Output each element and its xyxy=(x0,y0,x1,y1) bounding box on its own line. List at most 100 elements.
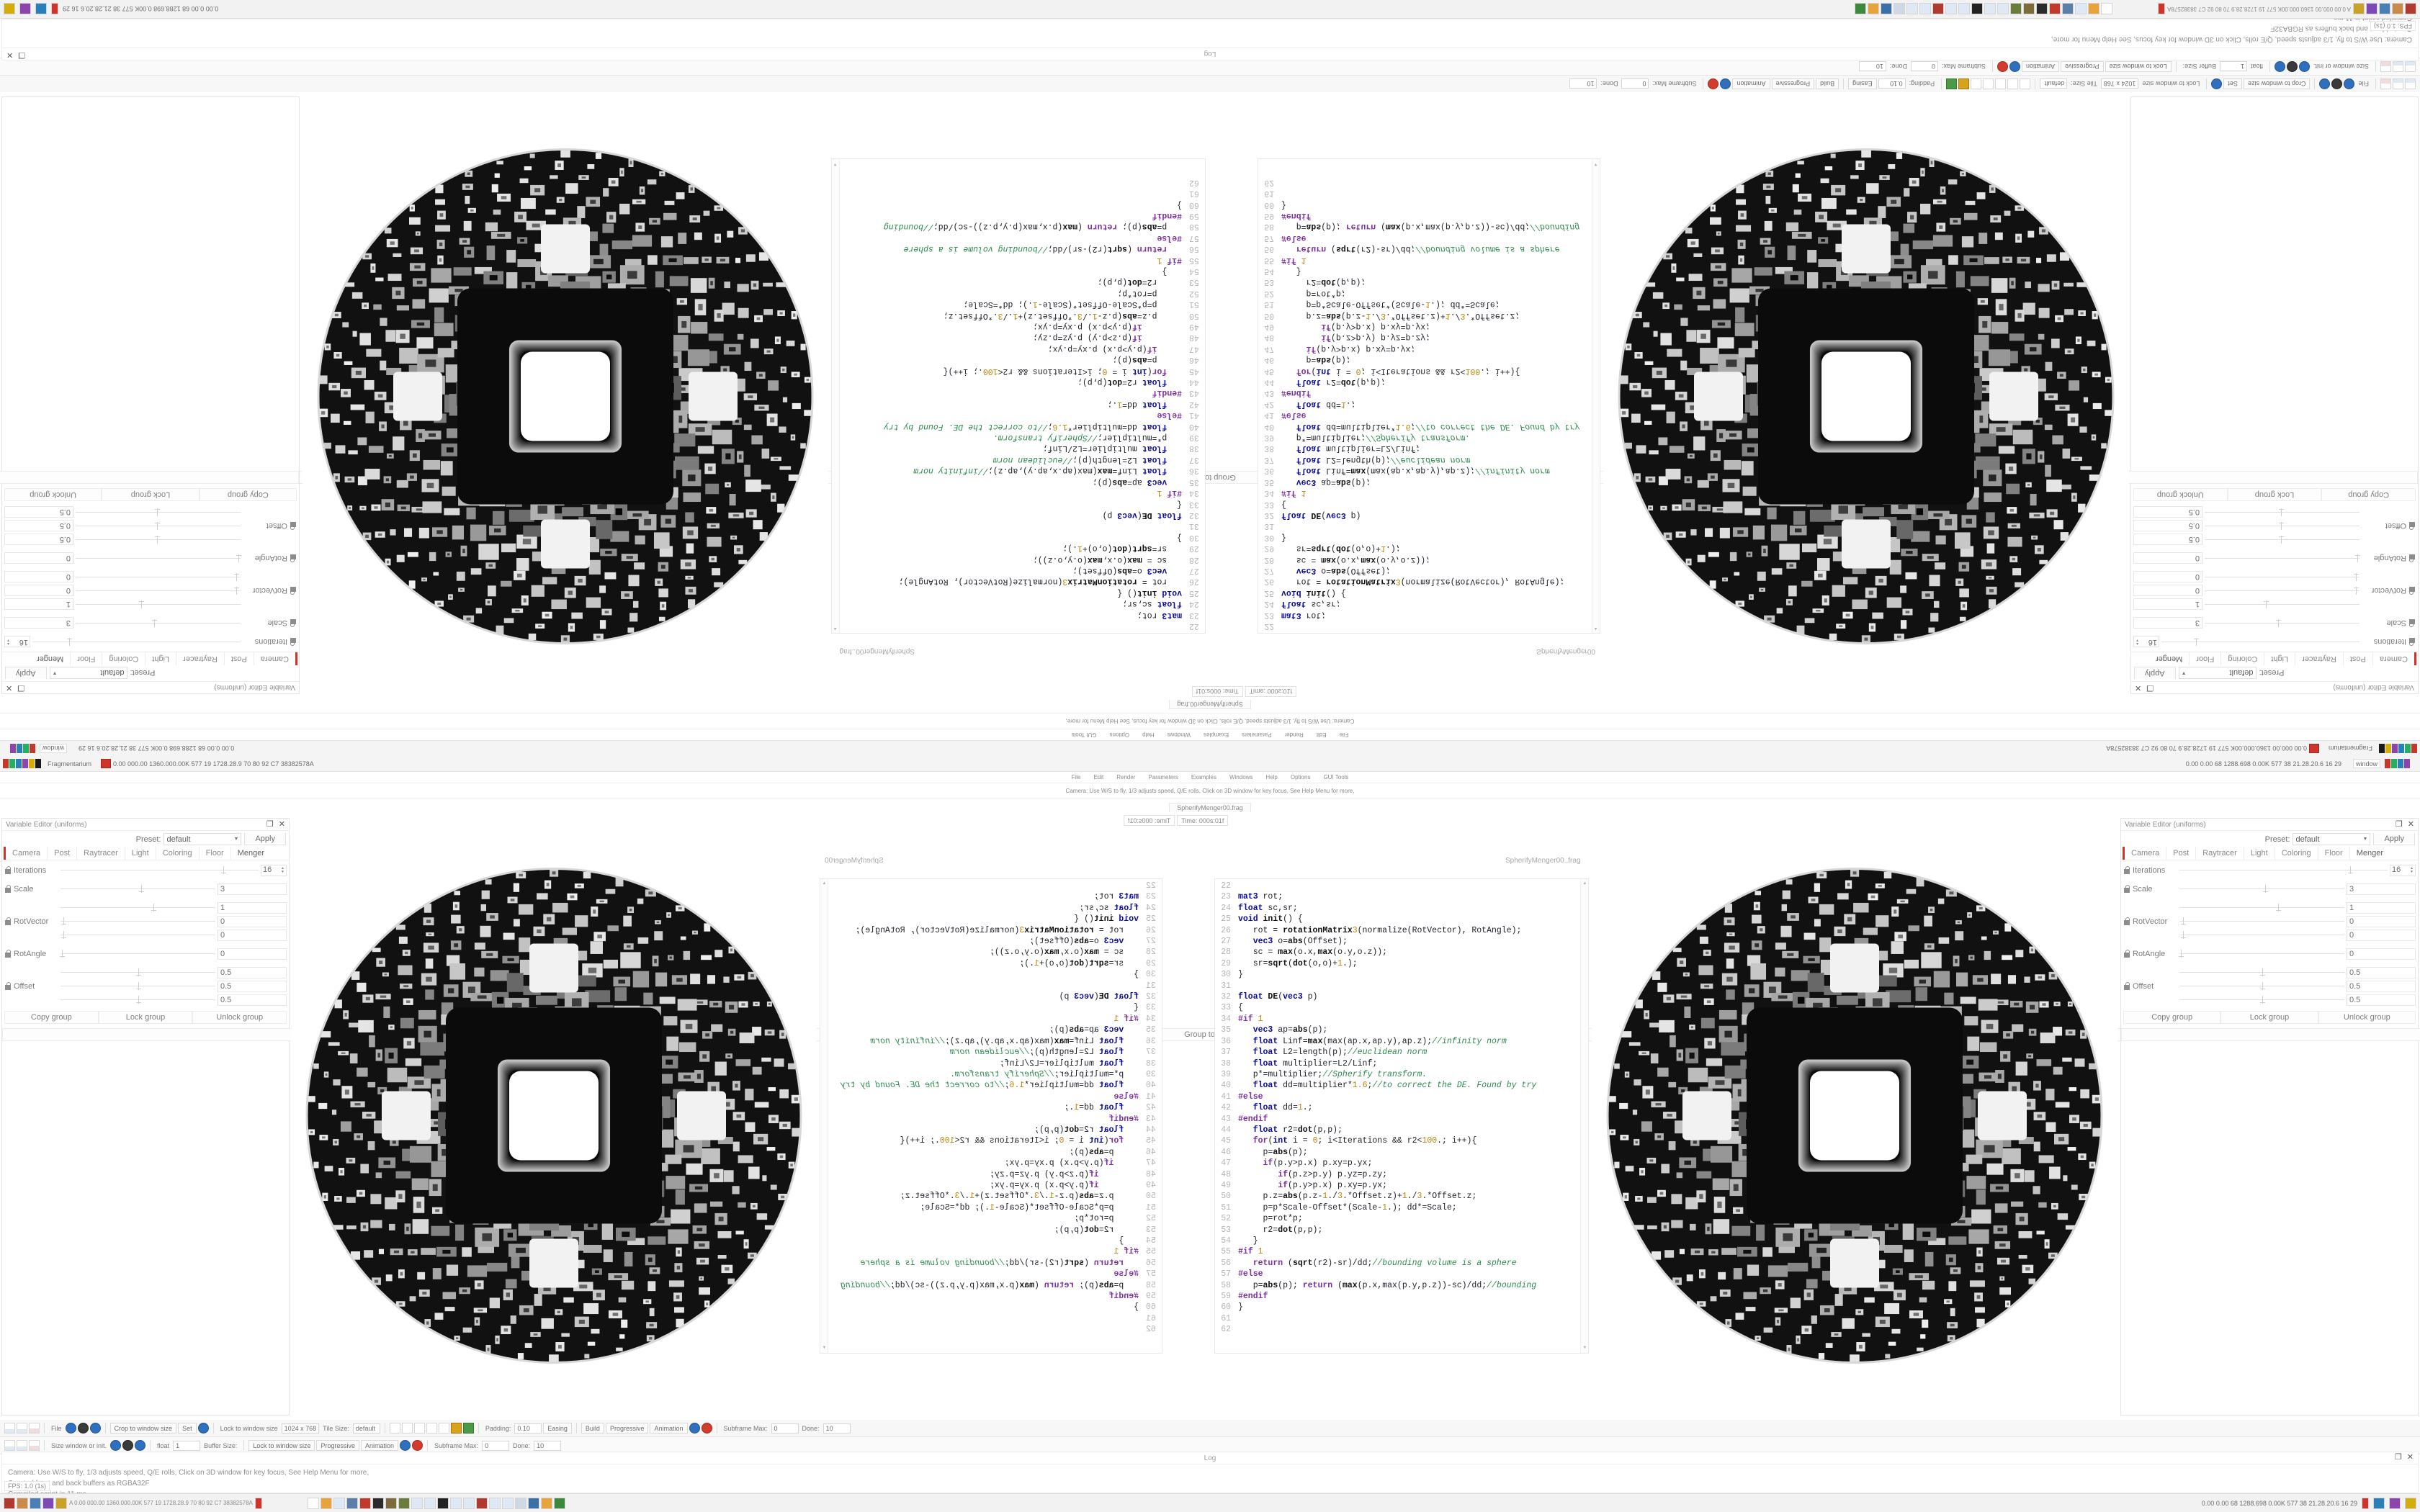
light-icon[interactable] xyxy=(450,1423,462,1434)
lock-icon[interactable] xyxy=(290,638,297,646)
restore-icon[interactable]: ❐ xyxy=(2395,819,2403,829)
lock-icon[interactable] xyxy=(4,982,12,990)
build-icon[interactable] xyxy=(2344,78,2355,89)
tray-icon-15[interactable] xyxy=(488,1497,501,1509)
lock-icon[interactable] xyxy=(2408,554,2416,562)
code-tab-label-left[interactable]: SpherifyMenger00 xyxy=(825,857,884,865)
buffer-size-field[interactable]: 1 xyxy=(2219,61,2247,72)
tab-raytracer[interactable]: Raytracer xyxy=(176,652,224,665)
lock-icon[interactable] xyxy=(2123,917,2130,925)
tab-coloring[interactable]: Coloring xyxy=(2220,652,2264,665)
animation-button[interactable]: Animation xyxy=(2021,61,2059,72)
lock-to-window-size-button[interactable]: Lock to window size xyxy=(248,1440,315,1451)
tray-icon-11[interactable] xyxy=(436,1497,449,1509)
tab-light[interactable]: Light xyxy=(125,847,156,860)
group-to-preset-button[interactable]: Group to Preset xyxy=(0,471,299,484)
spinner-arrows-icon[interactable]: ▲ ▼ xyxy=(2136,638,2139,647)
fit-icon[interactable] xyxy=(1983,78,1994,89)
copy-group-button[interactable]: Copy group xyxy=(199,488,297,501)
set-button[interactable]: Set xyxy=(2223,78,2242,89)
app-icon-5[interactable] xyxy=(55,1497,67,1509)
scroll-up-icon[interactable]: ▲ xyxy=(833,626,838,631)
menu-item-4[interactable]: Examples xyxy=(1191,774,1216,780)
unlock-group-button[interactable]: Unlock group xyxy=(2318,1011,2416,1024)
param-spin-iterations[interactable]: 16 ▲ ▼ xyxy=(2133,636,2159,648)
tray-icon-9[interactable] xyxy=(1997,3,2009,15)
param-slider-rotvector-y[interactable] xyxy=(76,586,241,596)
tab-camera[interactable]: Camera xyxy=(2372,652,2414,665)
spinner-arrows-icon[interactable]: ▲ ▼ xyxy=(2410,865,2414,874)
lock-icon[interactable] xyxy=(2408,619,2416,627)
tray-net-icon[interactable] xyxy=(2373,1497,2385,1509)
lock-icon[interactable] xyxy=(290,619,297,627)
save-file-icon[interactable] xyxy=(2380,78,2391,89)
tray-icon-10[interactable] xyxy=(424,1497,436,1509)
tray-icon-13[interactable] xyxy=(1945,3,1958,15)
tray-icon-4[interactable] xyxy=(346,1497,358,1509)
param-slider-offset-z[interactable] xyxy=(2205,508,2360,518)
tray-icon-12[interactable] xyxy=(449,1497,462,1509)
tray-icon-20[interactable] xyxy=(1855,3,1867,15)
render-stop-icon[interactable] xyxy=(1996,61,2008,72)
param-slider-offset-y[interactable] xyxy=(60,981,215,991)
tray-icon-14[interactable] xyxy=(1932,3,1945,15)
new-file-icon[interactable] xyxy=(4,1440,15,1451)
code-scrollbar-left[interactable]: ▲ ▼ xyxy=(820,879,828,1353)
tray-icon-1[interactable] xyxy=(307,1497,319,1509)
tab-raytracer[interactable]: Raytracer xyxy=(2295,652,2343,665)
tab-floor[interactable]: Floor xyxy=(70,652,102,665)
tray-icon-12[interactable] xyxy=(1958,3,1971,15)
restore-icon[interactable]: ❐ xyxy=(266,819,274,829)
lock-icon[interactable] xyxy=(290,554,297,562)
tab-menger[interactable]: Menger xyxy=(2155,654,2183,663)
param-value-rotvector-x[interactable]: 1 xyxy=(2347,901,2416,914)
param-slider-iterations[interactable] xyxy=(60,865,259,876)
param-value-rotvector-z[interactable]: 0 xyxy=(2347,929,2416,941)
build-icon[interactable] xyxy=(110,1440,122,1451)
param-value-rotvector-x[interactable]: 1 xyxy=(2133,598,2202,611)
buffer-size-field[interactable]: 1 xyxy=(173,1440,201,1451)
render-viewport-left[interactable] xyxy=(291,818,817,1416)
menu-item-2[interactable]: Render xyxy=(1284,732,1304,738)
code-editor-right[interactable]: ▲ ▼ 22 23 24 25 26 27 28 29 30 31 32 33 34 35 36 37 38 39… xyxy=(831,158,1206,634)
scroll-down-icon[interactable]: ▼ xyxy=(1582,1346,1587,1350)
lock-icon[interactable] xyxy=(2408,638,2416,646)
build-icon[interactable] xyxy=(65,1423,76,1434)
code-tab-label-right[interactable]: SpherifyMenger00..frag xyxy=(1505,857,1581,865)
code-tab-label-right[interactable]: SpherifyMenger00..frag xyxy=(839,647,915,655)
tab-menger[interactable]: Menger xyxy=(2356,849,2384,858)
close-icon[interactable]: ✕ xyxy=(6,50,14,59)
param-value-rotvector-x[interactable]: 1 xyxy=(218,901,287,914)
tray-battery-icon[interactable] xyxy=(4,3,15,15)
param-spin-iterations[interactable]: 16 ▲ ▼ xyxy=(2390,864,2416,876)
render-viewport-left[interactable] xyxy=(1603,96,2129,694)
tab-post[interactable]: Post xyxy=(2342,652,2372,665)
param-slider-offset-x[interactable] xyxy=(76,535,241,545)
build-button[interactable]: Build xyxy=(581,1423,604,1434)
play-icon[interactable] xyxy=(2319,78,2331,89)
render-start-icon[interactable] xyxy=(689,1423,700,1434)
camera-icon[interactable] xyxy=(462,1423,474,1434)
app-icon-1[interactable] xyxy=(2405,3,2416,15)
play-icon[interactable] xyxy=(89,1423,101,1434)
progressive-button[interactable]: Progressive xyxy=(1771,78,1815,89)
tray-sound-icon[interactable] xyxy=(19,3,31,15)
tab-coloring[interactable]: Coloring xyxy=(102,652,145,665)
tray-record-icon[interactable] xyxy=(2362,1497,2369,1509)
param-value-rotangle[interactable]: 0 xyxy=(4,552,73,564)
lock-icon[interactable] xyxy=(4,950,12,958)
param-value-rotvector-z[interactable]: 0 xyxy=(218,929,287,941)
close-icon[interactable]: ✕ xyxy=(2407,819,2414,829)
scroll-down-icon[interactable]: ▼ xyxy=(833,162,838,166)
restore-icon[interactable]: ❐ xyxy=(18,50,26,59)
param-value-scale[interactable]: 3 xyxy=(4,617,73,629)
fit-icon[interactable] xyxy=(426,1423,437,1434)
apply-button[interactable]: Apply xyxy=(244,833,286,845)
tab-coloring[interactable]: Coloring xyxy=(156,847,200,860)
tab-light[interactable]: Light xyxy=(2244,847,2275,860)
done-field[interactable]: 10 xyxy=(534,1440,562,1451)
app-icon-3[interactable] xyxy=(2379,3,2390,15)
tray-battery-icon[interactable] xyxy=(2405,1497,2416,1509)
lock-icon[interactable] xyxy=(2123,866,2130,874)
param-slider-rotangle[interactable] xyxy=(60,949,215,959)
